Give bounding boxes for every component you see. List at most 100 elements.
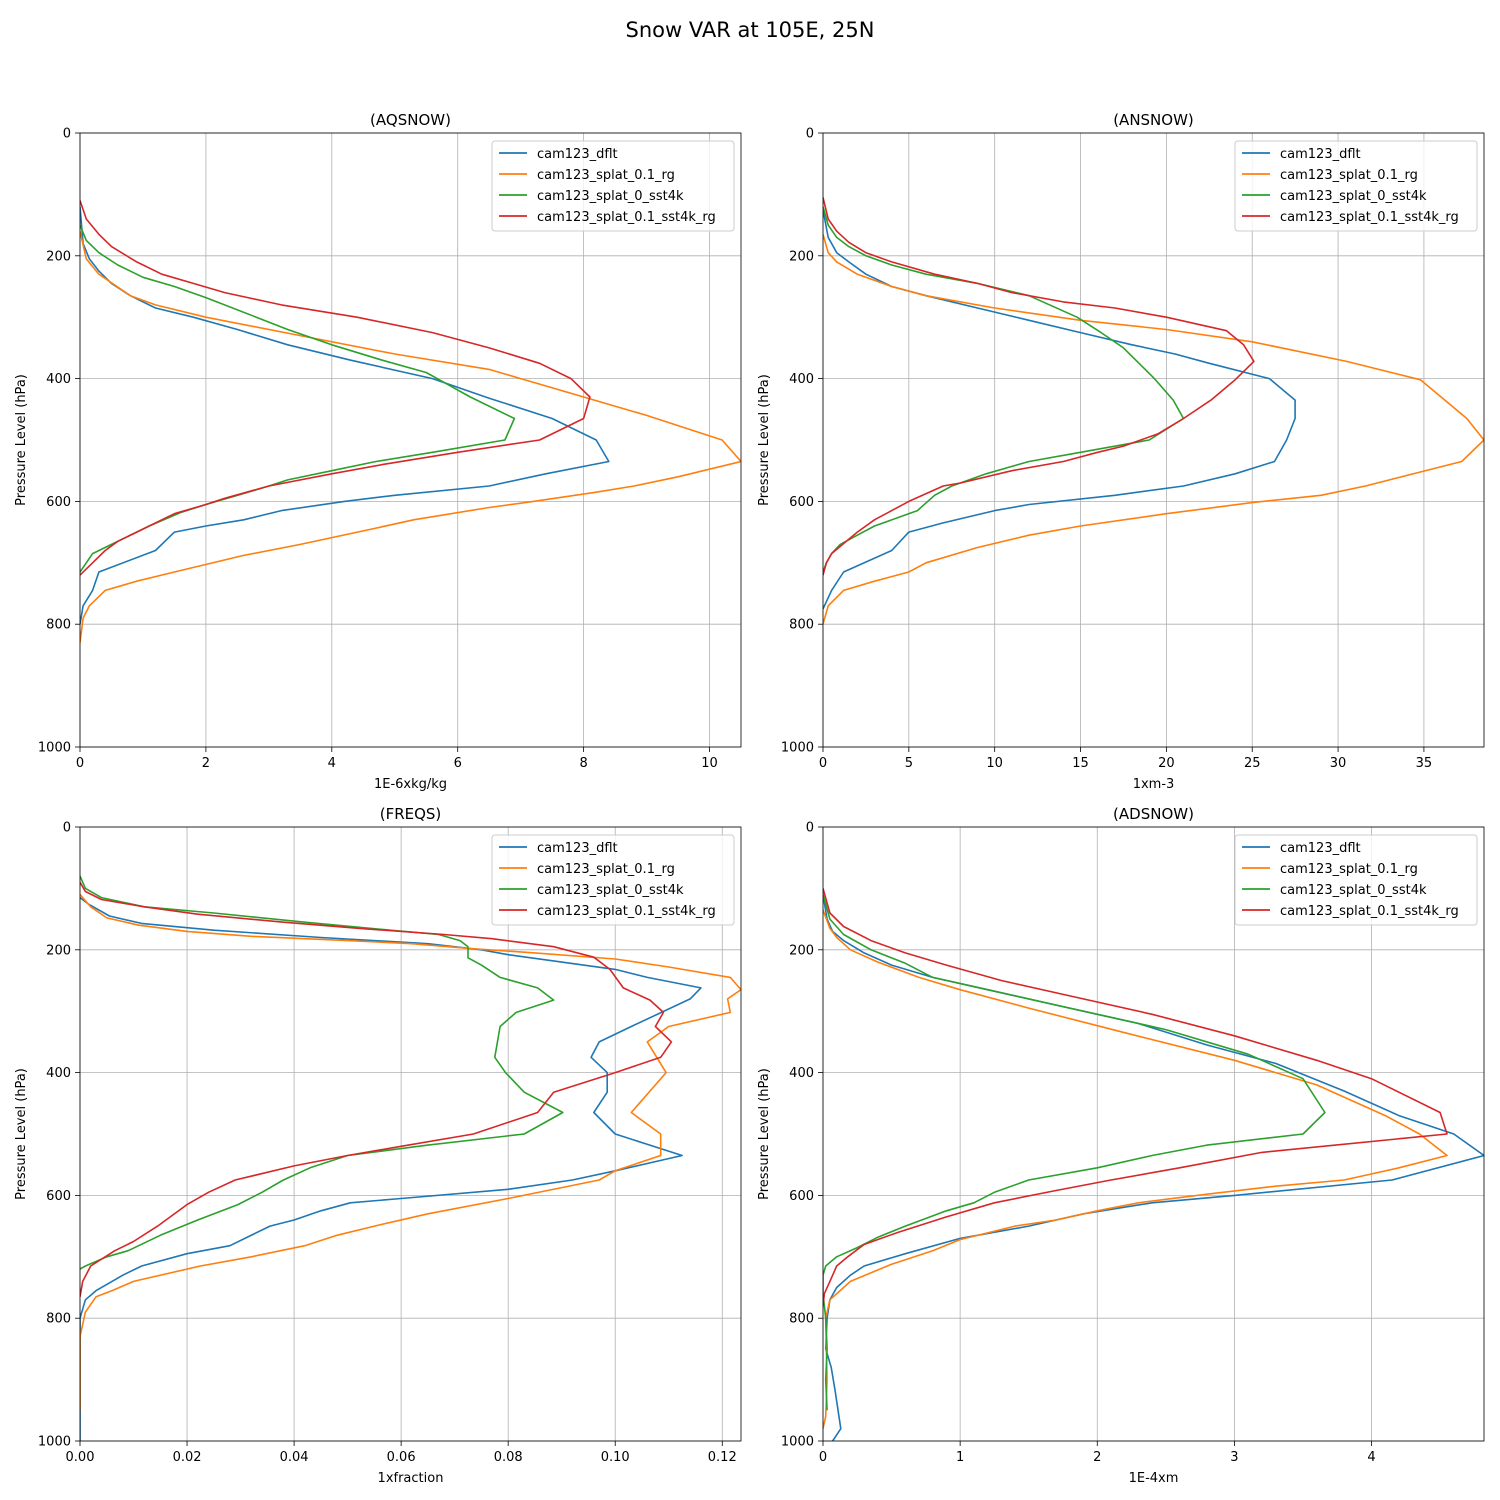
series-line-cam123_dflt bbox=[823, 894, 1484, 1441]
series-group bbox=[80, 875, 741, 1441]
y-tick-label: 200 bbox=[789, 943, 814, 958]
legend-entry: cam123_dflt bbox=[499, 147, 618, 162]
x-tick-label: 0 bbox=[76, 756, 84, 771]
x-tick-label: 0 bbox=[819, 1450, 827, 1465]
legend-entry: cam123_splat_0.1_rg bbox=[1242, 862, 1418, 877]
x-axis-label: 1xm-3 bbox=[1133, 777, 1175, 792]
legend-entry: cam123_dflt bbox=[1242, 841, 1361, 856]
legend-entry: cam123_splat_0_sst4k bbox=[1242, 883, 1427, 898]
series-group bbox=[823, 197, 1484, 625]
axes-frame bbox=[79, 132, 742, 748]
panel-4: 0 1 2 3 4 0 200 400 600 800 1000 (ADSNOW) 1E-4xm Pres… bbox=[757, 805, 1485, 1486]
x-tick-label: 15 bbox=[1072, 756, 1089, 771]
legend: cam123_dflt cam123_splat_0.1_rg cam123_spl… bbox=[491, 834, 735, 926]
x-tick-label: 0.10 bbox=[601, 1450, 630, 1465]
series-line-cam123_splat_0.1_rg bbox=[823, 234, 1484, 625]
y-tick-label: 800 bbox=[46, 618, 71, 633]
legend-entry: cam123_splat_0_sst4k bbox=[499, 189, 684, 204]
panel-title: (FREQS) bbox=[380, 805, 442, 823]
y-axis-label: Pressure Level (hPa) bbox=[757, 374, 772, 506]
y-tick-label: 200 bbox=[789, 249, 814, 264]
y-tick-label: 200 bbox=[46, 943, 71, 958]
y-axis-label: Pressure Level (hPa) bbox=[14, 374, 29, 506]
y-tick-label: 400 bbox=[789, 372, 814, 387]
legend: cam123_dflt cam123_splat_0.1_rg cam123_spl… bbox=[491, 140, 735, 232]
y-axis-label: Pressure Level (hPa) bbox=[757, 1068, 772, 1200]
axes-frame bbox=[822, 826, 1485, 1442]
x-tick-label: 35 bbox=[1416, 756, 1433, 771]
panel-1: 0 2 4 6 8 10 0 200 400 600 800 1000 (AQSNOW) 1E-6xkg/… bbox=[14, 111, 742, 792]
series-line-cam123_splat_0.1_sst4k_rg bbox=[80, 881, 673, 1297]
y-tick-label: 800 bbox=[46, 1312, 71, 1327]
panel-title: (AQSNOW) bbox=[370, 111, 451, 129]
x-tick-label: 5 bbox=[905, 756, 913, 771]
x-tick-label: 0.08 bbox=[494, 1450, 523, 1465]
axes-frame bbox=[822, 132, 1485, 748]
legend-entry: cam123_splat_0_sst4k bbox=[499, 883, 684, 898]
series-line-cam123_splat_0.1_sst4k_rg bbox=[823, 197, 1255, 576]
x-tick-label: 8 bbox=[579, 756, 587, 771]
y-axis-label: Pressure Level (hPa) bbox=[14, 1068, 29, 1200]
x-tick-label: 0.02 bbox=[173, 1450, 202, 1465]
y-tick-label: 200 bbox=[46, 249, 71, 264]
legend-label: cam123_splat_0_sst4k bbox=[1280, 189, 1427, 204]
legend-label: cam123_splat_0_sst4k bbox=[1280, 883, 1427, 898]
legend-label: cam123_dflt bbox=[1280, 147, 1361, 162]
y-tick-label: 400 bbox=[789, 1066, 814, 1081]
legend-entry: cam123_splat_0.1_rg bbox=[499, 168, 675, 183]
y-tick-label: 800 bbox=[789, 618, 814, 633]
series-line-cam123_splat_0.1_sst4k_rg bbox=[80, 200, 591, 576]
grid bbox=[79, 132, 741, 748]
legend-label: cam123_splat_0.1_rg bbox=[1280, 862, 1418, 877]
y-tick-label: 1000 bbox=[781, 1435, 814, 1450]
series-group bbox=[823, 888, 1484, 1441]
x-tick-label: 0.00 bbox=[66, 1450, 95, 1465]
legend-label: cam123_splat_0.1_rg bbox=[1280, 168, 1418, 183]
y-tick-label: 1000 bbox=[38, 1435, 71, 1450]
x-tick-label: 0.06 bbox=[387, 1450, 416, 1465]
series-line-cam123_splat_0.1_rg bbox=[823, 909, 1448, 1429]
series-line-cam123_splat_0_sst4k bbox=[80, 875, 564, 1270]
series-line-cam123_splat_0.1_sst4k_rg bbox=[823, 888, 1448, 1306]
panel-title: (ADSNOW) bbox=[1113, 805, 1194, 823]
series-line-cam123_splat_0.1_rg bbox=[80, 893, 741, 1411]
legend-label: cam123_splat_0.1_sst4k_rg bbox=[537, 210, 716, 225]
panels: 0 2 4 6 8 1002004006008001000(AQSNOW)1E-6xkg/… bbox=[14, 111, 1485, 1486]
x-tick-label: 10 bbox=[701, 756, 718, 771]
legend-entry: cam123_splat_0.1_sst4k_rg bbox=[499, 904, 716, 919]
axes-frame bbox=[79, 826, 742, 1442]
y-tick-label: 600 bbox=[789, 1189, 814, 1204]
x-tick-label: 0.04 bbox=[280, 1450, 309, 1465]
legend-label: cam123_splat_0.1_sst4k_rg bbox=[1280, 904, 1459, 919]
x-tick-label: 6 bbox=[454, 756, 462, 771]
legend-entry: cam123_splat_0.1_rg bbox=[499, 862, 675, 877]
y-tick-label: 1000 bbox=[781, 741, 814, 756]
legend-label: cam123_splat_0.1_rg bbox=[537, 168, 675, 183]
legend-label: cam123_dflt bbox=[1280, 841, 1361, 856]
panel-2: 0 5 10 15 20 25 30 35 0 200 400 600 800 1000 (ANSNOW) 1… bbox=[757, 111, 1485, 792]
legend-label: cam123_splat_0.1_sst4k_rg bbox=[1280, 210, 1459, 225]
x-tick-label: 25 bbox=[1244, 756, 1261, 771]
panel-3: 0.00 0.02 0.04 0.06 0.08 0.10 0.12 0 200 400 600 80… bbox=[14, 805, 742, 1486]
y-tick-label: 0 bbox=[806, 127, 814, 142]
x-tick-label: 4 bbox=[1367, 1450, 1375, 1465]
legend-entry: cam123_dflt bbox=[499, 841, 618, 856]
legend-label: cam123_splat_0_sst4k bbox=[537, 189, 684, 204]
x-axis-label: 1xfraction bbox=[378, 1471, 444, 1486]
y-tick-label: 0 bbox=[63, 127, 71, 142]
y-tick-label: 0 bbox=[806, 821, 814, 836]
x-tick-label: 30 bbox=[1330, 756, 1347, 771]
legend-box bbox=[1234, 834, 1478, 926]
y-tick-label: 400 bbox=[46, 1066, 71, 1081]
x-tick-label: 0 bbox=[819, 756, 827, 771]
legend-entry: cam123_dflt bbox=[1242, 147, 1361, 162]
x-axis-label: 1E-4xm bbox=[1129, 1471, 1179, 1486]
x-tick-label: 1 bbox=[956, 1450, 964, 1465]
series-line-cam123_splat_0.1_rg bbox=[80, 231, 741, 643]
legend-box bbox=[491, 834, 735, 926]
y-tick-label: 600 bbox=[46, 495, 71, 510]
x-tick-label: 10 bbox=[986, 756, 1003, 771]
series-group bbox=[80, 200, 741, 643]
legend-entry: cam123_splat_0.1_sst4k_rg bbox=[499, 210, 716, 225]
